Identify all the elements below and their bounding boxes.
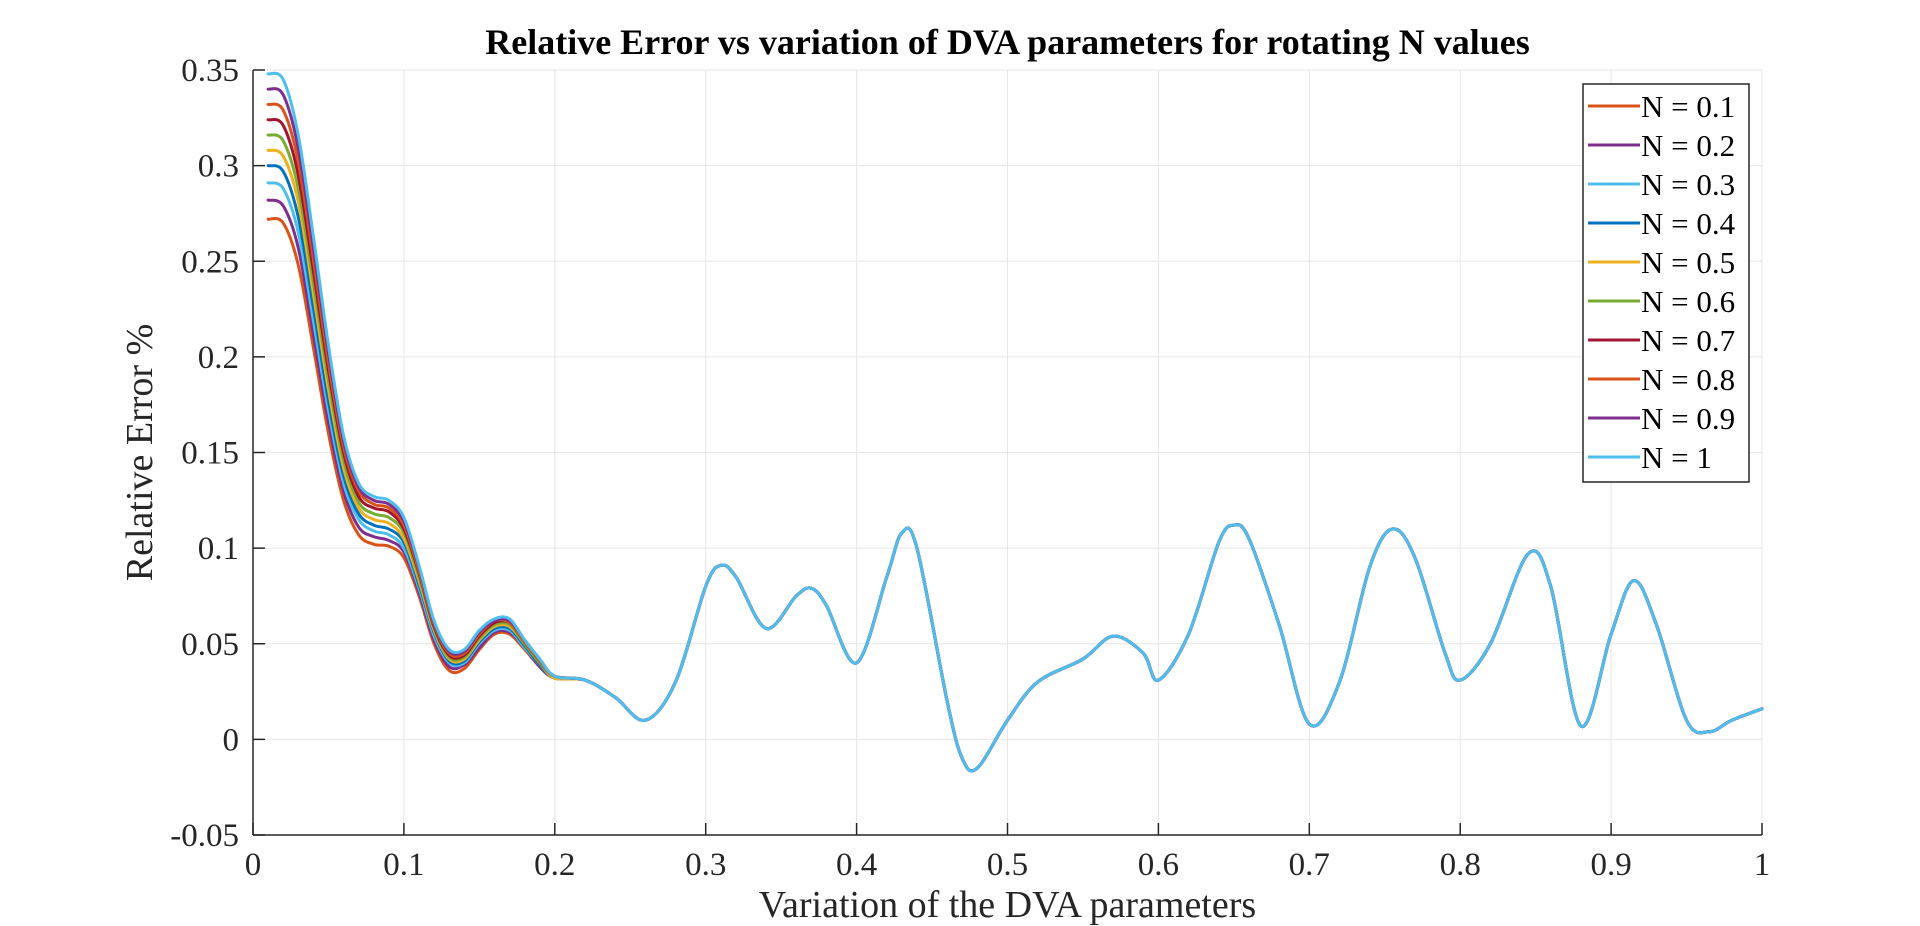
y-axis-label: Relative Error % bbox=[119, 324, 161, 581]
legend-box bbox=[1582, 83, 1750, 483]
y-tick-label: 0.05 bbox=[181, 627, 239, 663]
x-tick-label: 0.8 bbox=[1440, 847, 1481, 883]
x-tick-label: 0.4 bbox=[836, 847, 877, 883]
chart-title: Relative Error vs variation of DVA param… bbox=[485, 22, 1530, 62]
y-tick-label: 0.1 bbox=[198, 531, 239, 567]
legend-entry-label: N = 0.8 bbox=[1641, 362, 1735, 397]
legend-entry-label: N = 0.3 bbox=[1641, 167, 1735, 202]
x-tick-label: 0.5 bbox=[987, 847, 1028, 883]
x-tick-label: 0.7 bbox=[1289, 847, 1330, 883]
x-tick-label: 0.3 bbox=[685, 847, 726, 883]
y-tick-label: 0.25 bbox=[181, 244, 239, 280]
axes bbox=[252, 69, 1763, 836]
x-tick-label: 0.2 bbox=[534, 847, 575, 883]
x-tick-label: 0.6 bbox=[1138, 847, 1179, 883]
x-tick-label: 1 bbox=[1754, 847, 1771, 883]
series-line-10 bbox=[266, 71, 1764, 773]
x-tick-label: 0.9 bbox=[1590, 847, 1631, 883]
legend-entry-label: N = 0.5 bbox=[1641, 245, 1735, 280]
legend: N = 0.1 N = 0.2 N = 0.3 N = 0.4 N = 0.5 N = 0… bbox=[1582, 83, 1750, 483]
tick-labels: 0 0.1 0.2 0.3 0.4 0.5 0.6 0.7 0.8 0.9 1-0.0500.050… bbox=[170, 53, 1770, 883]
legend-entry-label: N = 0.9 bbox=[1641, 401, 1735, 436]
y-tick-label: 0.2 bbox=[198, 340, 239, 376]
legend-entry-label: N = 0.6 bbox=[1641, 284, 1735, 319]
x-axis-label: Variation of the DVA parameters bbox=[759, 884, 1256, 926]
x-tick-label: 0 bbox=[245, 847, 262, 883]
legend-entry-label: N = 0.7 bbox=[1641, 323, 1735, 358]
y-tick-label: 0.3 bbox=[198, 149, 239, 185]
y-tick-label: 0.35 bbox=[181, 53, 239, 89]
series-lines bbox=[266, 71, 1764, 773]
legend-entry-label: N = 0.2 bbox=[1641, 128, 1735, 163]
y-tick-label: 0.15 bbox=[181, 436, 239, 472]
y-tick-label: 0 bbox=[223, 722, 240, 758]
y-tick-label: -0.05 bbox=[170, 818, 239, 854]
x-tick-label: 0.1 bbox=[383, 847, 424, 883]
legend-entry-label: N = 0.1 bbox=[1641, 89, 1735, 124]
legend-entry-label: N = 1 bbox=[1641, 440, 1712, 475]
legend-entry-label: N = 0.4 bbox=[1641, 206, 1736, 241]
